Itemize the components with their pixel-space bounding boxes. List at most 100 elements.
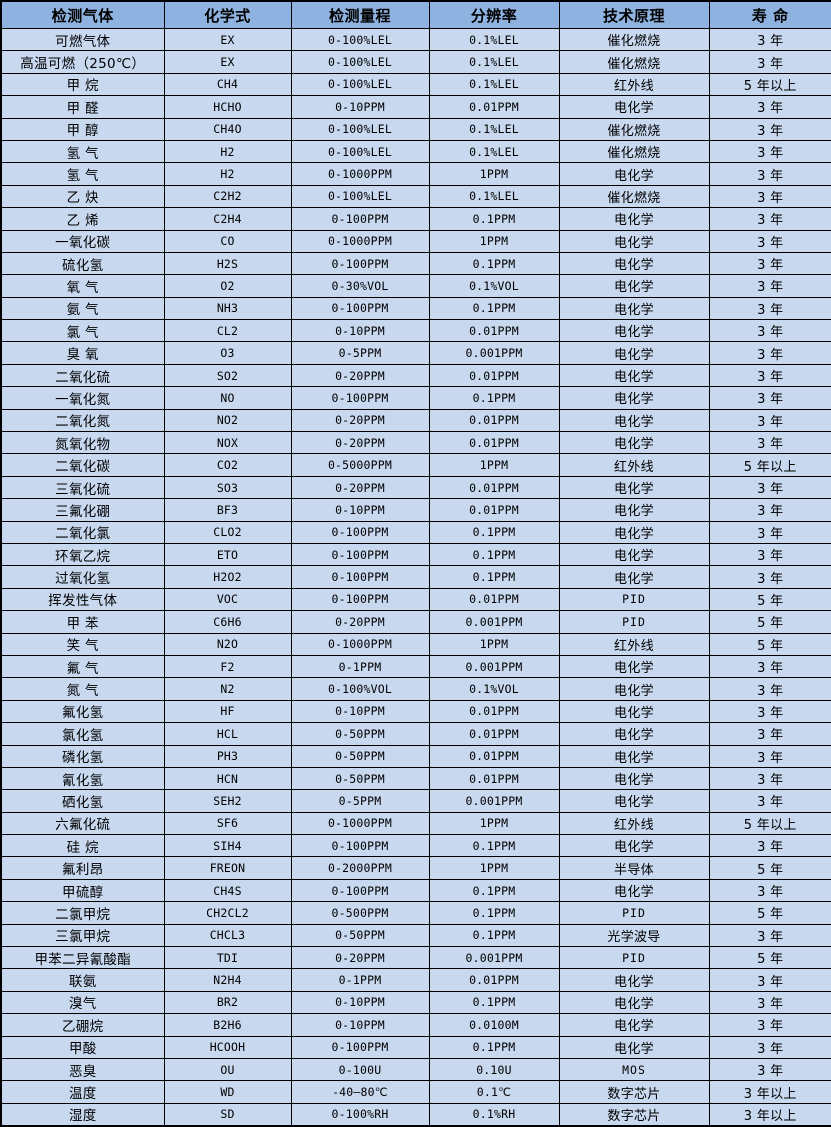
- cell-detection-range: 0-1000PPM: [290, 811, 430, 836]
- cell-technology-principle: 电化学: [558, 431, 710, 455]
- cell-technology-principle: 红外线: [558, 72, 710, 97]
- cell-gas-name: 六氟化硫: [0, 811, 165, 836]
- cell-gas-name: 溴气: [0, 990, 165, 1015]
- cell-lifespan: 3 年: [708, 27, 831, 52]
- table-row: 氢 气 H2 0-100%LEL 0.1%LEL 催化燃烧 3 年: [0, 139, 831, 164]
- cell-gas-name: 联氨: [0, 968, 165, 992]
- cell-gas-name: 氟利昂: [0, 856, 165, 880]
- table-row: 六氟化硫 SF6 0-1000PPM 1PPM 红外线 5 年以上: [0, 811, 831, 836]
- cell-lifespan: 3 年: [708, 117, 831, 141]
- cell-detection-range: 0-1000PPM: [290, 229, 430, 253]
- table-row: 氧 气 O2 0-30%VOL 0.1%VOL 电化学 3 年: [0, 274, 831, 298]
- cell-resolution: 0.1PPM: [428, 207, 560, 231]
- table-row: 甲苯二异氰酸酯 TDI 0-20PPM 0.001PPM PID 5 年: [0, 946, 831, 970]
- cell-technology-principle: 电化学: [558, 654, 710, 679]
- table-row: 三氯甲烷 CHCL3 0-50PPM 0.1PPM 光学波导 3 年: [0, 923, 831, 948]
- cell-chemical-formula: O2: [163, 274, 292, 298]
- cell-chemical-formula: N2: [163, 677, 292, 701]
- cell-chemical-formula: BR2: [163, 990, 292, 1015]
- cell-chemical-formula: H2O2: [163, 565, 292, 589]
- cell-detection-range: 0-10PPM: [290, 699, 430, 724]
- cell-detection-range: 0-100%LEL: [290, 184, 430, 209]
- table-row: 一氧化氮 NO 0-100PPM 0.1PPM 电化学 3 年: [0, 386, 831, 410]
- table-row: 溴气 BR2 0-10PPM 0.1PPM 电化学 3 年: [0, 990, 831, 1015]
- cell-detection-range: 0-1000PPM: [290, 162, 430, 186]
- cell-resolution: 0.01PPM: [428, 475, 560, 500]
- table-row: 过氧化氢 H2O2 0-100PPM 0.1PPM 电化学 3 年: [0, 565, 831, 589]
- cell-resolution: 0.0100M: [428, 1013, 560, 1037]
- cell-lifespan: 3 年以上: [708, 1102, 831, 1127]
- cell-gas-name: 高温可燃（250℃）: [0, 50, 165, 74]
- cell-chemical-formula: C6H6: [163, 610, 292, 634]
- cell-gas-name: 甲 烷: [0, 72, 165, 97]
- table-row: 甲酸 HCOOH 0-100PPM 0.1PPM 电化学 3 年: [0, 1035, 831, 1059]
- cell-chemical-formula: SIH4: [163, 834, 292, 858]
- cell-technology-principle: 电化学: [558, 520, 710, 544]
- cell-lifespan: 3 年: [708, 274, 831, 298]
- cell-resolution: 0.1PPM: [428, 990, 560, 1015]
- cell-chemical-formula: SO2: [163, 363, 292, 388]
- cell-lifespan: 3 年: [708, 162, 831, 186]
- cell-technology-principle: 电化学: [558, 722, 710, 746]
- cell-lifespan: 3 年: [708, 498, 831, 522]
- cell-gas-name: 氟化氢: [0, 699, 165, 724]
- cell-detection-range: 0-100%LEL: [290, 72, 430, 97]
- cell-technology-principle: 电化学: [558, 834, 710, 858]
- cell-lifespan: 3 年: [708, 1035, 831, 1059]
- cell-chemical-formula: H2: [163, 139, 292, 164]
- cell-resolution: 0.1PPM: [428, 834, 560, 858]
- cell-chemical-formula: NO: [163, 386, 292, 410]
- cell-lifespan: 5 年: [708, 901, 831, 925]
- column-header-formula: 化学式: [163, 0, 292, 29]
- cell-detection-range: 0-500PPM: [290, 901, 430, 925]
- cell-resolution: 0.1PPM: [428, 923, 560, 948]
- cell-chemical-formula: C2H4: [163, 207, 292, 231]
- cell-resolution: 0.1%LEL: [428, 117, 560, 141]
- cell-detection-range: 0-1PPM: [290, 968, 430, 992]
- cell-resolution: 0.10U: [428, 1057, 560, 1082]
- table-row: 二氯甲烷 CH2CL2 0-500PPM 0.1PPM PID 5 年: [0, 901, 831, 925]
- cell-detection-range: 0-20PPM: [290, 408, 430, 433]
- cell-chemical-formula: HCN: [163, 766, 292, 791]
- cell-resolution: 1PPM: [428, 856, 560, 880]
- table-row: 乙硼烷 B2H6 0-10PPM 0.0100M 电化学 3 年: [0, 1013, 831, 1037]
- cell-gas-name: 乙 炔: [0, 184, 165, 209]
- cell-resolution: 0.1PPM: [428, 878, 560, 903]
- cell-technology-principle: 电化学: [558, 789, 710, 813]
- cell-chemical-formula: CH2CL2: [163, 901, 292, 925]
- cell-chemical-formula: HCL: [163, 722, 292, 746]
- cell-resolution: 0.1PPM: [428, 542, 560, 567]
- cell-technology-principle: 电化学: [558, 95, 710, 119]
- cell-gas-name: 二氧化氯: [0, 520, 165, 544]
- cell-lifespan: 3 年: [708, 766, 831, 791]
- table-row: 氟 气 F2 0-1PPM 0.001PPM 电化学 3 年: [0, 654, 831, 679]
- cell-detection-range: 0-30%VOL: [290, 274, 430, 298]
- table-row: 氟利昂 FREON 0-2000PPM 1PPM 半导体 5 年: [0, 856, 831, 880]
- cell-resolution: 0.01PPM: [428, 498, 560, 522]
- cell-chemical-formula: EX: [163, 50, 292, 74]
- table-row: 臭 氧 O3 0-5PPM 0.001PPM 电化学 3 年: [0, 341, 831, 365]
- cell-chemical-formula: CLO2: [163, 520, 292, 544]
- cell-gas-name: 硅 烷: [0, 834, 165, 858]
- cell-technology-principle: 半导体: [558, 856, 710, 880]
- cell-lifespan: 3 年: [708, 654, 831, 679]
- table-row: 硒化氢 SEH2 0-5PPM 0.001PPM 电化学 3 年: [0, 789, 831, 813]
- cell-resolution: 0.001PPM: [428, 610, 560, 634]
- cell-gas-name: 氰化氢: [0, 766, 165, 791]
- cell-lifespan: 5 年以上: [708, 453, 831, 477]
- cell-technology-principle: 电化学: [558, 744, 710, 768]
- cell-resolution: 0.001PPM: [428, 789, 560, 813]
- cell-lifespan: 3 年: [708, 251, 831, 276]
- cell-gas-name: 氢 气: [0, 139, 165, 164]
- table-row: 磷化氢 PH3 0-50PPM 0.01PPM 电化学 3 年: [0, 744, 831, 768]
- cell-lifespan: 3 年: [708, 184, 831, 209]
- cell-detection-range: 0-100%LEL: [290, 139, 430, 164]
- cell-gas-name: 三氟化硼: [0, 498, 165, 522]
- cell-resolution: 0.01PPM: [428, 699, 560, 724]
- cell-lifespan: 3 年: [708, 408, 831, 433]
- cell-technology-principle: 电化学: [558, 341, 710, 365]
- cell-lifespan: 3 年: [708, 520, 831, 544]
- cell-detection-range: 0-10PPM: [290, 990, 430, 1015]
- cell-lifespan: 3 年: [708, 207, 831, 231]
